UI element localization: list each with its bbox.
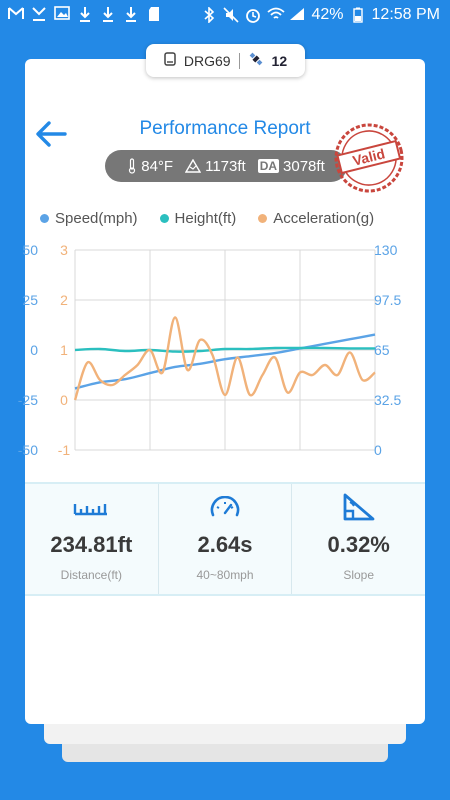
stat-label: Distance(ft)	[60, 568, 123, 582]
download-icon	[100, 6, 116, 22]
y2-tick-label: 2	[60, 292, 68, 308]
performance-chart: 50 25 0 -25 -50 3 2 1 0 -1 130 97.5 65 32.5 0	[18, 242, 402, 458]
mountain-icon	[185, 159, 202, 173]
stat-value: 2.64s	[197, 532, 253, 557]
divider	[238, 52, 240, 69]
legend-label: Speed(mph)	[55, 210, 138, 227]
legend-height[interactable]: Height(ft)	[159, 210, 237, 227]
series-line	[74, 346, 376, 353]
signal-icon	[289, 7, 305, 23]
altitude: 1173ft	[185, 158, 246, 175]
device-id: DRG69	[183, 52, 231, 69]
legend-dot	[159, 214, 169, 223]
stat-slope: 0.32% Slope	[292, 484, 425, 594]
thermometer-icon	[129, 158, 136, 174]
image-icon	[54, 6, 70, 22]
y-tick-label: 25	[22, 292, 38, 308]
stat-distance: 234.81ft Distance(ft)	[25, 484, 159, 594]
legend-acceleration[interactable]: Acceleration(g)	[258, 210, 374, 227]
status-bar: 42% 12:58 PM	[0, 0, 450, 32]
series-line	[73, 316, 376, 401]
wifi-icon	[267, 7, 286, 23]
altitude-value: 1173ft	[205, 157, 246, 175]
valid-stamp: Valid	[334, 123, 404, 193]
density-altitude: DA 3078ft	[257, 157, 325, 175]
card-stack-shadow	[44, 722, 406, 744]
y2-tick-label: 1	[60, 342, 68, 358]
battery-percent: 42%	[311, 6, 344, 23]
battery-icon	[350, 7, 366, 23]
device-badge[interactable]: DRG69 12	[146, 44, 305, 77]
y-right-tick-label: 0	[374, 442, 382, 458]
y-tick-label: 50	[22, 242, 38, 258]
y-right-tick-label: 97.5	[374, 292, 401, 308]
chart-legend: Speed(mph) Height(ft) Acceleration(g)	[40, 210, 374, 227]
y-right-tick-label: 65	[374, 342, 390, 358]
back-button[interactable]	[35, 120, 67, 148]
y2-tick-label: 0	[60, 392, 68, 408]
slope-icon	[343, 493, 375, 521]
da-label: DA	[257, 159, 280, 173]
download-icon	[123, 6, 139, 22]
stat-value: 0.32%	[327, 532, 390, 557]
stats-row: 234.81ft Distance(ft) 2.64s 40~80mph 0.3…	[25, 482, 425, 596]
sd-card-icon	[146, 6, 162, 22]
stat-time: 2.64s 40~80mph	[159, 484, 293, 594]
legend-dot	[258, 214, 268, 223]
clock: 12:58 PM	[371, 6, 440, 23]
density-altitude-value: 3078ft	[283, 157, 325, 175]
download-icon	[77, 6, 93, 22]
series-line	[74, 333, 376, 390]
legend-dot	[40, 214, 49, 223]
y-tick-label: 0	[30, 342, 38, 358]
y-tick-label: -50	[18, 442, 38, 458]
page-title: Performance Report	[139, 118, 311, 139]
speedometer-icon	[210, 496, 240, 517]
stat-label: 40~80mph	[196, 568, 254, 582]
temperature: 84°F	[127, 158, 173, 175]
stat-label: Slope	[343, 568, 375, 582]
stat-value: 234.81ft	[50, 532, 133, 557]
temperature-value: 84°F	[141, 157, 174, 175]
back-arrow-icon	[36, 121, 67, 147]
y-right-tick-label: 130	[374, 242, 398, 258]
device-icon	[164, 52, 176, 69]
y-right-tick-label: 32.5	[374, 392, 401, 408]
alarm-icon	[245, 7, 261, 23]
bluetooth-icon	[201, 6, 217, 24]
card-stack-shadow	[62, 740, 388, 762]
conditions-bar: 84°F 1173ft DA 3078ft	[105, 150, 347, 182]
gmail-icon	[8, 6, 24, 22]
ruler-icon	[74, 504, 108, 516]
legend-label: Height(ft)	[174, 210, 237, 227]
y2-tick-label: -1	[58, 442, 71, 458]
legend-speed[interactable]: Speed(mph)	[40, 210, 138, 227]
y-tick-label: -25	[18, 392, 38, 408]
legend-label: Acceleration(g)	[273, 210, 375, 227]
mute-icon	[223, 7, 240, 23]
satellite-icon	[248, 51, 264, 70]
satellite-count: 12	[271, 52, 288, 69]
y2-tick-label: 3	[60, 242, 68, 258]
stamp-text: Valid	[351, 145, 387, 168]
missed-call-icon	[31, 6, 47, 22]
